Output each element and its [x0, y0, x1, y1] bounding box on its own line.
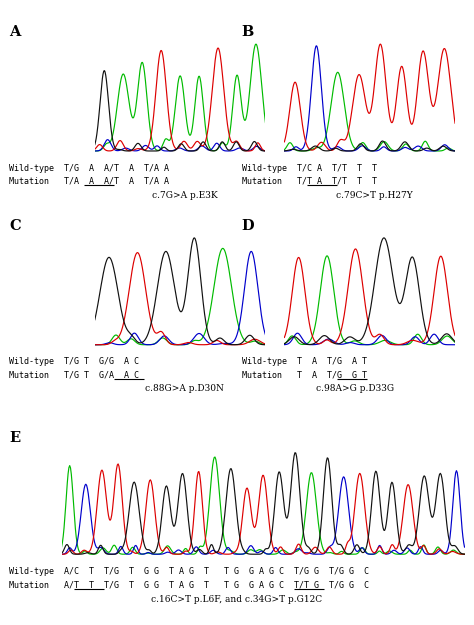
- Text: Mutation   A/T  T  T/G  T  G G  T A G  T   T G  G A G C  T/T G  T/G G  C: Mutation A/T T T/G T G G T A G T T G G A…: [9, 580, 369, 589]
- Text: Mutation   T/A  A  A/T  A  T/A A: Mutation T/A A A/T A T/A A: [9, 176, 170, 185]
- Text: c.88G>A p.D30N: c.88G>A p.D30N: [146, 384, 224, 393]
- Text: Wild-type  T/C A  T/T  T  T: Wild-type T/C A T/T T T: [242, 164, 377, 172]
- Text: E: E: [9, 431, 20, 445]
- Text: Wild-type  T/G T  G/G  A C: Wild-type T/G T G/G A C: [9, 357, 139, 366]
- Text: Wild-type  T  A  T/G  A T: Wild-type T A T/G A T: [242, 357, 367, 366]
- Text: Wild-type  A/C  T  T/G  T  G G  T A G  T   T G  G A G C  T/G G  T/G G  C: Wild-type A/C T T/G T G G T A G T T G G …: [9, 568, 369, 576]
- Text: Mutation   T/T A  T/T  T  T: Mutation T/T A T/T T T: [242, 176, 377, 185]
- Text: C: C: [9, 219, 21, 232]
- Text: D: D: [242, 219, 255, 232]
- Text: Mutation   T  A  T/G  G T: Mutation T A T/G G T: [242, 370, 367, 379]
- Text: c.16C>T p.L6F, and c.34G>T p.G12C: c.16C>T p.L6F, and c.34G>T p.G12C: [151, 595, 323, 604]
- Text: B: B: [242, 25, 254, 39]
- Text: c.7G>A p.E3K: c.7G>A p.E3K: [152, 191, 218, 199]
- Text: c.79C>T p.H27Y: c.79C>T p.H27Y: [336, 191, 413, 199]
- Text: A: A: [9, 25, 21, 39]
- Text: c.98A>G p.D33G: c.98A>G p.D33G: [317, 384, 394, 393]
- Text: Mutation   T/G T  G/A  A C: Mutation T/G T G/A A C: [9, 370, 139, 379]
- Text: Wild-type  T/G  A  A/T  A  T/A A: Wild-type T/G A A/T A T/A A: [9, 164, 170, 172]
